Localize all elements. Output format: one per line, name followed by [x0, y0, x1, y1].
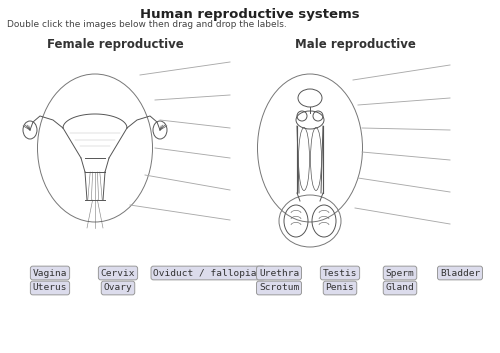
Text: Scrotum: Scrotum — [259, 283, 299, 293]
Text: Bladder: Bladder — [440, 269, 480, 277]
Text: Testis: Testis — [323, 269, 357, 277]
Text: Cervix: Cervix — [101, 269, 135, 277]
Text: Female reproductive: Female reproductive — [46, 38, 184, 51]
Text: Oviduct / fallopian: Oviduct / fallopian — [154, 269, 262, 277]
Text: Male reproductive: Male reproductive — [294, 38, 416, 51]
Text: Sperm: Sperm — [386, 269, 414, 277]
Text: Urethra: Urethra — [259, 269, 299, 277]
Text: Human reproductive systems: Human reproductive systems — [140, 8, 360, 21]
Text: Uterus: Uterus — [33, 283, 67, 293]
Text: Gland: Gland — [386, 283, 414, 293]
Text: Vagina: Vagina — [33, 269, 67, 277]
Text: Double click the images below then drag and drop the labels.: Double click the images below then drag … — [7, 20, 287, 29]
Text: Penis: Penis — [326, 283, 354, 293]
Text: Ovary: Ovary — [104, 283, 132, 293]
